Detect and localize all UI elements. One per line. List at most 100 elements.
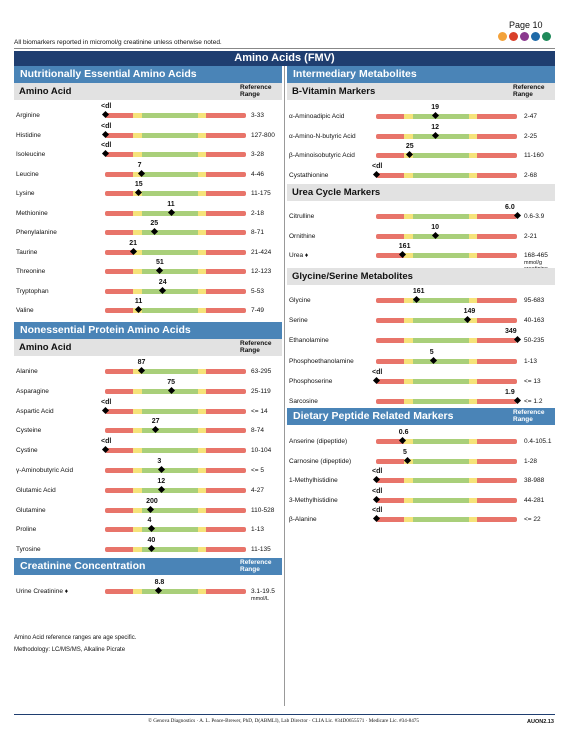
marker-row: Glutamine 200 110-528: [16, 497, 284, 515]
marker-name: α-Amino-N-butyric Acid: [289, 132, 356, 140]
result-value: 75: [167, 378, 176, 386]
reference-range: <= 13: [524, 377, 541, 385]
range-bar: [105, 487, 246, 493]
reference-range: 2-47: [524, 113, 538, 120]
range-bar: [105, 132, 246, 138]
marker-row: Cysteine 27 8-74: [16, 417, 284, 435]
subhead-nonessential: Amino Acid Reference Range: [14, 339, 282, 356]
marker-row: Threonine 51 12-123: [16, 258, 284, 276]
result-value: 11: [167, 200, 175, 208]
reference-range: 110-528: [251, 506, 275, 514]
result-value: <dl: [101, 103, 112, 110]
marker-name: Cysteine: [16, 427, 42, 435]
brand-dot: [542, 32, 551, 41]
result-value: 10: [431, 223, 440, 231]
ref-header-essential: Reference Range: [240, 84, 272, 98]
result-value: 24: [158, 278, 167, 286]
result-value: 0.6: [398, 429, 409, 436]
reference-range: <= 5: [251, 467, 265, 474]
marker-row: γ-Aminobutyric Acid 3 <= 5: [16, 457, 284, 475]
subhead-urea-title: Urea Cycle Markers: [292, 187, 381, 198]
reference-range: 3-28: [251, 151, 265, 158]
result-value: 6.0: [505, 204, 515, 211]
result-value: 19: [431, 104, 440, 111]
reference-range: 3-33: [251, 112, 265, 119]
result-value: <dl: [372, 487, 383, 495]
brand-dot: [509, 32, 518, 41]
marker-row: Alanine 87 63-295: [16, 358, 284, 376]
units-note: All biomarkers reported in micromol/g cr…: [14, 39, 222, 46]
top-divider: [14, 48, 555, 49]
result-value: 25: [405, 143, 414, 150]
reference-range: 7-49: [251, 307, 265, 314]
reference-range: 127-800: [251, 131, 275, 139]
subhead-bvitamin: B-Vitamin Markers Reference Range: [287, 83, 555, 100]
marker-name: Sarcosine: [289, 398, 318, 405]
result-value: 40: [147, 537, 156, 545]
range-bar: [376, 253, 517, 258]
result-value: 1.9: [505, 389, 515, 396]
marker-name: Urine Creatinine ♦: [16, 588, 69, 595]
marker-name: α-Aminoadipic Acid: [289, 113, 345, 120]
range-bar: [376, 298, 517, 303]
range-bar: [376, 153, 517, 158]
reference-range: 2-25: [524, 132, 538, 140]
range-bar: [376, 399, 517, 404]
result-value: 12: [157, 477, 166, 485]
reference-range: 63-295: [251, 368, 272, 375]
marker-row: Cystathionine <dl 2-68: [289, 162, 557, 180]
marker-name: Ornithine: [289, 232, 316, 240]
range-bar: [105, 369, 246, 374]
marker-row: Carnosine (dipeptide) 5 1-28: [289, 448, 557, 466]
result-value: 11: [134, 298, 143, 305]
marker-name: Tryptophan: [16, 287, 49, 295]
reference-range: 8-71: [251, 229, 265, 236]
marker-name: Cystine: [16, 447, 38, 455]
marker-name: Phosphoethanolamine: [289, 357, 354, 365]
marker-name: Phenylalanine: [16, 229, 57, 236]
subhead-essential: Amino Acid Reference Range: [14, 83, 282, 100]
range-bar: [376, 318, 517, 324]
marker-name: Carnosine (dipeptide): [289, 457, 352, 465]
marker-row: Tyrosine 40 11-135: [16, 536, 284, 554]
result-value: 161: [398, 243, 411, 250]
range-bar: [105, 171, 246, 177]
brand-dot: [520, 32, 529, 41]
marker-name: Isoleucine: [16, 151, 46, 158]
range-bar: [105, 191, 246, 196]
range-bar: [376, 478, 517, 483]
reference-range: 4-27: [251, 486, 265, 494]
ref-header-creatinine: Reference Range: [240, 559, 272, 573]
range-bar: [376, 114, 517, 119]
reference-range: <= 22: [524, 516, 541, 523]
marker-name: Glycine: [289, 297, 311, 304]
section-intermediary-title: Intermediary Metabolites: [293, 68, 417, 80]
reference-range: 38-988: [524, 477, 545, 484]
ref-header-nonessential: Reference Range: [240, 340, 272, 354]
reference-range: 1-13: [524, 357, 538, 365]
marker-name: 3-Methylhistidine: [289, 496, 338, 504]
reference-range: 4-46: [251, 170, 265, 178]
result-value: 8.8: [154, 579, 165, 586]
ref-header-dietary: Reference Range: [513, 409, 545, 423]
marker-name: Aspartic Acid: [16, 407, 54, 415]
marker-row: β-Aminoisobutyric Acid 25 11-160: [289, 142, 557, 160]
range-bar: [376, 458, 517, 464]
range-bar: [376, 214, 517, 219]
reference-range: 2-68: [524, 171, 538, 179]
reference-range: 11-175: [251, 190, 271, 197]
marker-name: Asparagine: [16, 387, 49, 395]
subhead-nonessential-title: Amino Acid: [19, 342, 72, 353]
marker-name: β-Aminoisobutyric Acid: [289, 152, 355, 159]
result-value: 51: [155, 259, 164, 266]
marker-row: α-Aminoadipic Acid 19 2-47: [289, 103, 557, 121]
result-value: <dl: [101, 398, 112, 406]
reference-range: 0.6-3.9: [524, 213, 545, 220]
result-value: 25: [150, 220, 159, 227]
brand-dot: [498, 32, 507, 41]
reference-range: 44-281: [524, 496, 545, 504]
marker-row: Asparagine 75 25-119: [16, 378, 284, 396]
reference-range: 2-18: [251, 209, 265, 217]
result-value: <dl: [101, 122, 112, 130]
